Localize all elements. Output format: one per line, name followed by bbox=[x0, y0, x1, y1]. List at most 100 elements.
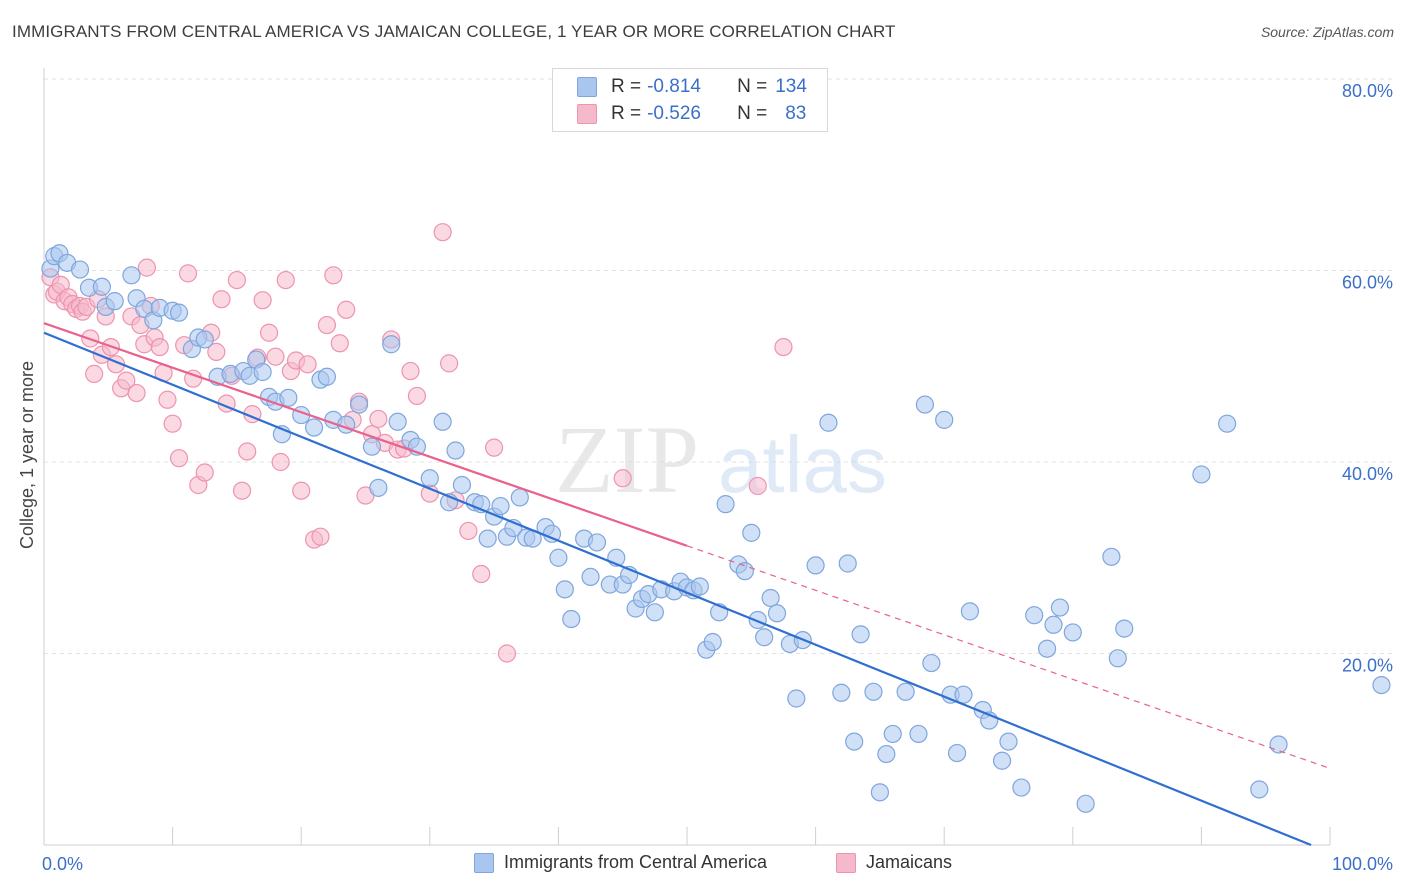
central-america-point bbox=[1044, 615, 1063, 634]
jamaican-point bbox=[212, 290, 231, 309]
central-america-point bbox=[1192, 465, 1211, 484]
central-america-point bbox=[452, 475, 472, 495]
jamaican-point bbox=[472, 564, 491, 584]
central-america-point bbox=[877, 744, 896, 764]
central-america-point bbox=[922, 653, 941, 673]
central-america-point bbox=[870, 783, 890, 802]
central-america-point bbox=[349, 395, 369, 414]
legend-swatch-blue bbox=[577, 77, 597, 97]
central-america-point bbox=[864, 682, 883, 701]
legend-item-label: Jamaicans bbox=[866, 852, 953, 872]
trend-lines bbox=[43, 322, 1331, 847]
jamaican-point bbox=[207, 342, 226, 361]
central-america-point bbox=[645, 603, 664, 622]
central-america-point bbox=[838, 554, 857, 573]
jamaican-point bbox=[337, 300, 356, 319]
jamaican-point bbox=[497, 644, 517, 663]
central-america-point bbox=[304, 418, 324, 437]
central-america-point bbox=[1025, 606, 1044, 625]
jamaican-point bbox=[439, 354, 459, 373]
central-america-point bbox=[1269, 735, 1288, 754]
watermark-zip: ZIP bbox=[555, 406, 699, 513]
central-america-point bbox=[960, 602, 980, 621]
legend-n-value: 134 bbox=[775, 76, 807, 97]
central-america-point bbox=[1037, 639, 1057, 658]
legend-swatch-pink bbox=[836, 852, 856, 873]
central-america-point bbox=[279, 388, 298, 407]
watermark: ZIP atlas bbox=[555, 406, 887, 513]
jamaican-point bbox=[748, 476, 767, 496]
central-america-point bbox=[92, 277, 111, 296]
jamaican-point bbox=[195, 463, 214, 482]
central-america-point bbox=[703, 632, 722, 652]
legend-n-label: N = bbox=[737, 76, 768, 97]
central-america-point bbox=[317, 367, 337, 386]
legend-r-value: -0.814 bbox=[647, 76, 701, 97]
y-tick-label: 80.0% bbox=[1342, 81, 1393, 101]
jamaican-point bbox=[485, 438, 504, 457]
central-america-point bbox=[1102, 547, 1121, 566]
y-axis-label: College, 1 year or more bbox=[17, 361, 37, 549]
central-america-point bbox=[362, 437, 382, 456]
jamaican-point bbox=[311, 527, 330, 546]
x-tick-label-start: 0.0% bbox=[42, 854, 83, 874]
central-america-point bbox=[954, 685, 973, 704]
legend-r-label: R = bbox=[611, 76, 642, 97]
x-tick-labels: 0.0% 100.0% bbox=[42, 854, 1393, 874]
jamaicans-trend-line bbox=[43, 322, 688, 547]
central-america-point bbox=[819, 413, 838, 432]
jamaican-point bbox=[369, 409, 388, 429]
central-america-point bbox=[1050, 598, 1070, 617]
central-america-point bbox=[1063, 623, 1082, 642]
central-america-point bbox=[742, 523, 761, 542]
central-america-point bbox=[748, 610, 767, 630]
central-america-point bbox=[1250, 780, 1269, 799]
central-america-point bbox=[1115, 619, 1134, 638]
central-america-point bbox=[169, 303, 189, 322]
jamaican-point bbox=[276, 270, 295, 290]
watermark-atlas: atlas bbox=[718, 420, 887, 509]
legend-r-value: -0.526 bbox=[647, 103, 701, 124]
jamaican-point bbox=[253, 291, 272, 310]
central-america-point bbox=[382, 335, 401, 354]
jamaican-point bbox=[238, 442, 257, 461]
central-america-point bbox=[787, 689, 806, 708]
jamaican-point bbox=[324, 266, 343, 285]
central-america-point bbox=[992, 751, 1012, 770]
central-america-point bbox=[555, 580, 574, 599]
legend-r-label: R = bbox=[611, 103, 642, 124]
central-america-point bbox=[253, 362, 272, 382]
jamaican-point bbox=[85, 364, 104, 384]
central-america-point bbox=[1076, 794, 1095, 813]
central-america-point bbox=[1372, 675, 1391, 695]
jamaican-point bbox=[163, 414, 182, 433]
central-america-point bbox=[761, 588, 780, 608]
central-america-point bbox=[433, 412, 452, 431]
jamaican-point bbox=[178, 264, 198, 283]
central-america-point bbox=[562, 609, 581, 629]
central-america-point bbox=[915, 395, 935, 414]
source-credit: Source: ZipAtlas.com bbox=[1260, 24, 1394, 40]
jamaican-point bbox=[407, 386, 427, 406]
central-america-point bbox=[690, 577, 709, 596]
central-america-point bbox=[105, 292, 124, 311]
jamaican-point bbox=[158, 390, 177, 409]
legend-row-central-america: R = -0.814 N = 134 bbox=[577, 74, 807, 100]
jamaican-point bbox=[232, 481, 252, 500]
jamaican-point bbox=[292, 481, 311, 500]
legend-swatch-blue bbox=[474, 852, 494, 873]
jamaican-point bbox=[459, 521, 478, 541]
jamaican-point bbox=[227, 270, 246, 290]
central-america-point bbox=[122, 266, 141, 285]
central-america-point bbox=[896, 682, 915, 701]
central-america-point bbox=[909, 724, 928, 744]
x-tick-label-end: 100.0% bbox=[1332, 854, 1393, 874]
jamaican-point bbox=[169, 449, 189, 468]
central-america-point bbox=[195, 330, 214, 349]
chart-title: IMMIGRANTS FROM CENTRAL AMERICA VS JAMAI… bbox=[12, 22, 896, 41]
central-america-point bbox=[581, 567, 600, 587]
central-america-point bbox=[845, 732, 864, 751]
central-america-point bbox=[832, 683, 851, 702]
series-legend: Immigrants from Central America Jamaican… bbox=[0, 852, 1406, 878]
